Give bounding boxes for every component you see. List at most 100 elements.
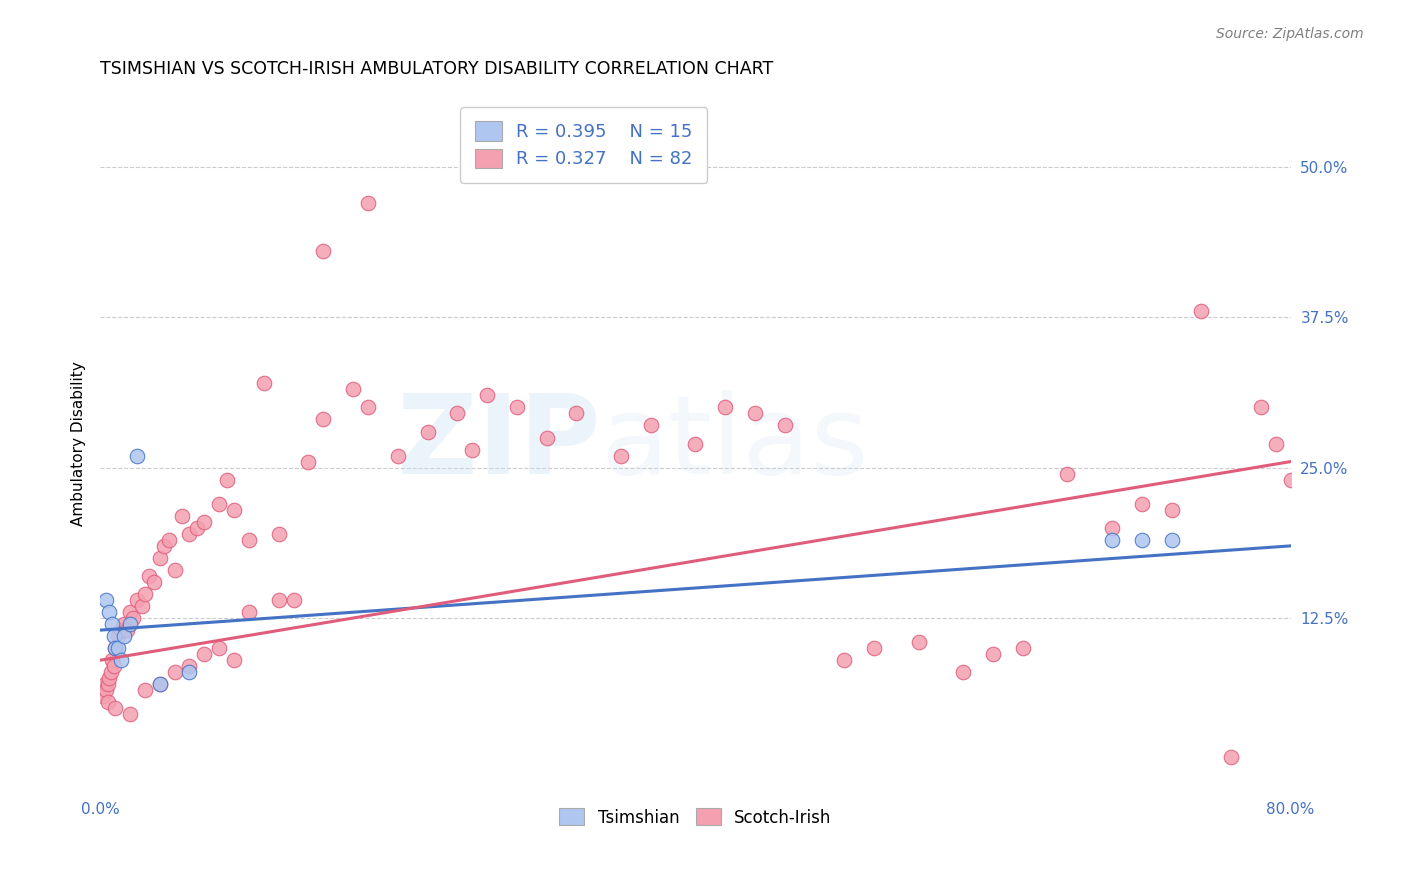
Point [153,539,176,553]
Point [131,599,153,613]
Point [283,593,305,607]
Point [101,617,124,632]
Point [981,647,1004,661]
Point [416,425,439,439]
Point [93,677,115,691]
Point [112,617,135,632]
Point [714,401,737,415]
Text: ZIP: ZIP [396,390,600,497]
Point [312,412,335,426]
Point [1056,467,1078,481]
Point [773,418,796,433]
Point [149,677,172,691]
Point [101,653,124,667]
Point [222,502,245,516]
Point [115,623,138,637]
Point [238,533,260,547]
Point [215,473,238,487]
Text: atlas: atlas [600,390,869,497]
Point [461,442,484,457]
Point [118,617,141,632]
Point [157,533,180,547]
Point [104,641,127,656]
Point [565,407,588,421]
Point [179,659,201,673]
Point [952,665,974,680]
Point [110,653,132,667]
Point [357,195,380,210]
Point [1160,502,1182,516]
Point [112,629,135,643]
Point [610,449,633,463]
Point [506,401,529,415]
Point [186,521,208,535]
Point [685,436,707,450]
Point [118,605,141,619]
Point [97,695,120,709]
Point [138,569,160,583]
Point [142,574,165,589]
Point [170,508,193,523]
Point [1189,304,1212,318]
Point [193,647,215,661]
Point [127,449,149,463]
Point [1220,749,1243,764]
Point [179,665,201,680]
Point [1101,533,1123,547]
Point [744,407,766,421]
Point [107,629,129,643]
Point [640,418,662,433]
Point [193,515,215,529]
Point [134,587,156,601]
Point [98,605,121,619]
Point [104,641,127,656]
Point [1101,521,1123,535]
Point [536,430,558,444]
Point [1264,436,1286,450]
Point [103,629,125,643]
Point [149,550,172,565]
Point [94,683,117,698]
Point [110,623,132,637]
Point [107,641,129,656]
Point [1130,497,1153,511]
Text: TSIMSHIAN VS SCOTCH-IRISH AMBULATORY DISABILITY CORRELATION CHART: TSIMSHIAN VS SCOTCH-IRISH AMBULATORY DIS… [100,60,773,78]
Point [163,665,186,680]
Point [134,683,156,698]
Point [267,593,290,607]
Point [907,635,929,649]
Point [118,707,141,722]
Point [222,653,245,667]
Point [253,376,276,391]
Point [103,659,125,673]
Point [1279,473,1302,487]
Point [863,641,886,656]
Point [1130,533,1153,547]
Point [97,677,120,691]
Point [1250,401,1272,415]
Point [149,677,172,691]
Point [94,593,117,607]
Point [312,244,335,258]
Point [121,611,143,625]
Point [297,454,319,468]
Point [1160,533,1182,547]
Point [163,563,186,577]
Point [832,653,855,667]
Point [179,526,201,541]
Legend: Tsimshian, Scotch-Irish: Tsimshian, Scotch-Irish [553,802,838,833]
Point [475,388,498,402]
Point [1011,641,1033,656]
Point [446,407,468,421]
Point [387,449,409,463]
Point [104,701,127,715]
Point [100,665,122,680]
Point [208,641,231,656]
Point [342,383,364,397]
Point [208,497,231,511]
Text: Source: ZipAtlas.com: Source: ZipAtlas.com [1216,27,1364,41]
Point [98,671,121,685]
Point [267,526,290,541]
Point [91,690,114,704]
Point [357,401,380,415]
